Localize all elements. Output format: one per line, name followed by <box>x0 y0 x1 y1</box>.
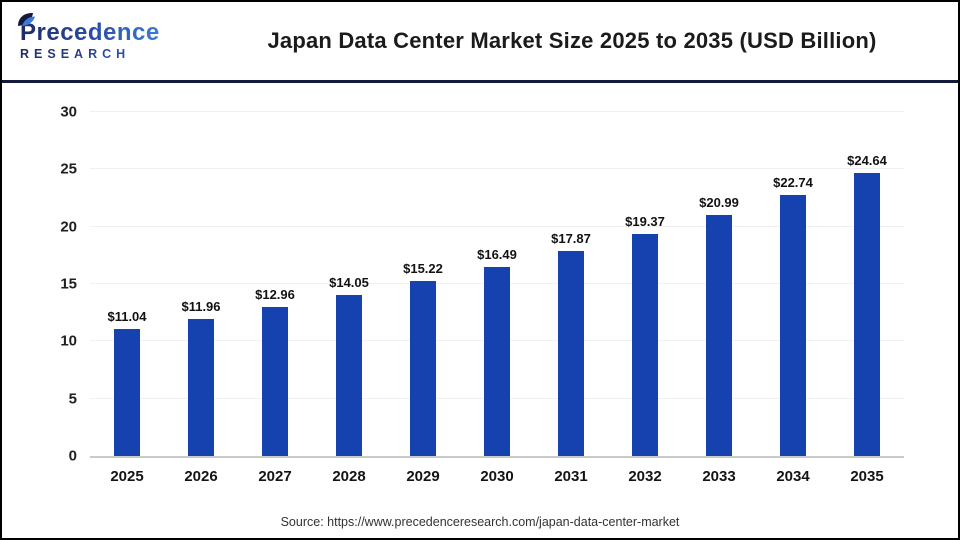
y-tick-label: 25 <box>60 160 77 178</box>
bar <box>706 215 732 456</box>
bar <box>484 266 510 456</box>
gridline <box>90 168 904 170</box>
bars: $11.04 $11.96 $12.96 $14.05 $15.22 $16.49 $17.… <box>90 112 904 456</box>
bar-slot: $14.05 <box>312 112 386 456</box>
bar-slot: $24.64 <box>830 112 904 456</box>
bar <box>854 173 880 456</box>
bar-slot: $17.87 <box>534 112 608 456</box>
x-axis: 2025 2026 2027 2028 2029 2030 2031 2032 2033 2034… <box>90 468 904 485</box>
bar-value-label: $24.64 <box>847 153 887 169</box>
bar-slot: $11.04 <box>90 112 164 456</box>
bar <box>336 294 362 456</box>
header: Precedence RESEARCH Japan Data Center Ma… <box>2 2 958 83</box>
bar-slot: $16.49 <box>460 112 534 456</box>
x-tick-label: 2031 <box>554 468 588 485</box>
bar-slot: $12.96 <box>238 112 312 456</box>
y-tick-label: 5 <box>68 390 77 408</box>
plot-area: $11.04 $11.96 $12.96 $14.05 $15.22 $16.49 $17.… <box>90 111 904 456</box>
bar <box>632 233 658 456</box>
y-tick-label: 15 <box>60 275 77 293</box>
bar-chart: 0 5 10 15 20 25 30 $11.04 $11.96 $12.96 $14.05 $15… <box>2 86 958 502</box>
x-tick-label: 2026 <box>184 468 218 485</box>
bar-value-label: $22.74 <box>773 175 813 191</box>
bar-value-label: $11.96 <box>181 298 221 314</box>
bar-value-label: $16.49 <box>477 246 517 262</box>
x-tick-label: 2030 <box>480 468 514 485</box>
bar-slot: $11.96 <box>164 112 238 456</box>
y-tick-label: 10 <box>60 332 77 350</box>
gridline <box>90 111 904 112</box>
x-tick-label: 2032 <box>628 468 662 485</box>
page-title: Japan Data Center Market Size 2025 to 20… <box>267 28 877 53</box>
bar-value-label: $20.99 <box>699 195 739 211</box>
bar <box>780 195 806 456</box>
bar-value-label: $17.87 <box>551 231 591 247</box>
bar-slot: $15.22 <box>386 112 460 456</box>
bar <box>410 281 436 456</box>
y-axis: 0 5 10 15 20 25 30 <box>2 104 77 465</box>
y-tick-label: 0 <box>68 447 77 465</box>
bar-value-label: $11.04 <box>107 309 147 325</box>
x-tick-label: 2034 <box>776 468 810 485</box>
y-tick-label: 30 <box>60 103 77 121</box>
bar <box>114 329 140 456</box>
y-tick-label: 20 <box>60 218 77 236</box>
x-tick-label: 2027 <box>258 468 292 485</box>
bar-slot: $20.99 <box>682 112 756 456</box>
logo-subtext: RESEARCH <box>20 48 200 61</box>
bar-value-label: $12.96 <box>255 287 295 303</box>
bar-value-label: $14.05 <box>329 274 369 290</box>
leaf-icon <box>18 13 35 27</box>
logo-wordmark: Precedence <box>20 19 160 47</box>
bar-value-label: $19.37 <box>625 213 665 229</box>
x-tick-label: 2025 <box>110 468 144 485</box>
bar-slot: $22.74 <box>756 112 830 456</box>
bar <box>188 318 214 456</box>
gridline <box>90 225 904 227</box>
x-tick-label: 2029 <box>406 468 440 485</box>
x-tick-label: 2035 <box>850 468 884 485</box>
logo-wordmark-row: Precedence <box>18 13 160 47</box>
bar-value-label: $15.22 <box>403 261 443 277</box>
bar-slot: $19.37 <box>608 112 682 456</box>
bar <box>558 251 584 456</box>
x-tick-label: 2028 <box>332 468 366 485</box>
source-text: Source: https://www.precedenceresearch.c… <box>280 515 680 529</box>
precedence-research-logo: Precedence RESEARCH <box>18 13 200 61</box>
x-tick-label: 2033 <box>702 468 736 485</box>
x-axis-line <box>90 456 904 458</box>
bar <box>262 307 288 456</box>
